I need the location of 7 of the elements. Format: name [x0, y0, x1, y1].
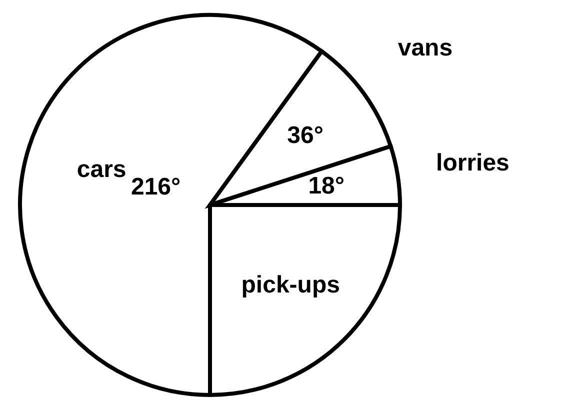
data-label: 216°: [130, 173, 181, 200]
data-label: 36°: [287, 122, 324, 149]
slice-label: lorries: [436, 149, 510, 176]
slice-label: vans: [398, 34, 453, 62]
slice-label: cars: [76, 156, 126, 183]
slice-label: pick-ups: [241, 272, 340, 299]
data-label: 18°: [308, 172, 344, 200]
